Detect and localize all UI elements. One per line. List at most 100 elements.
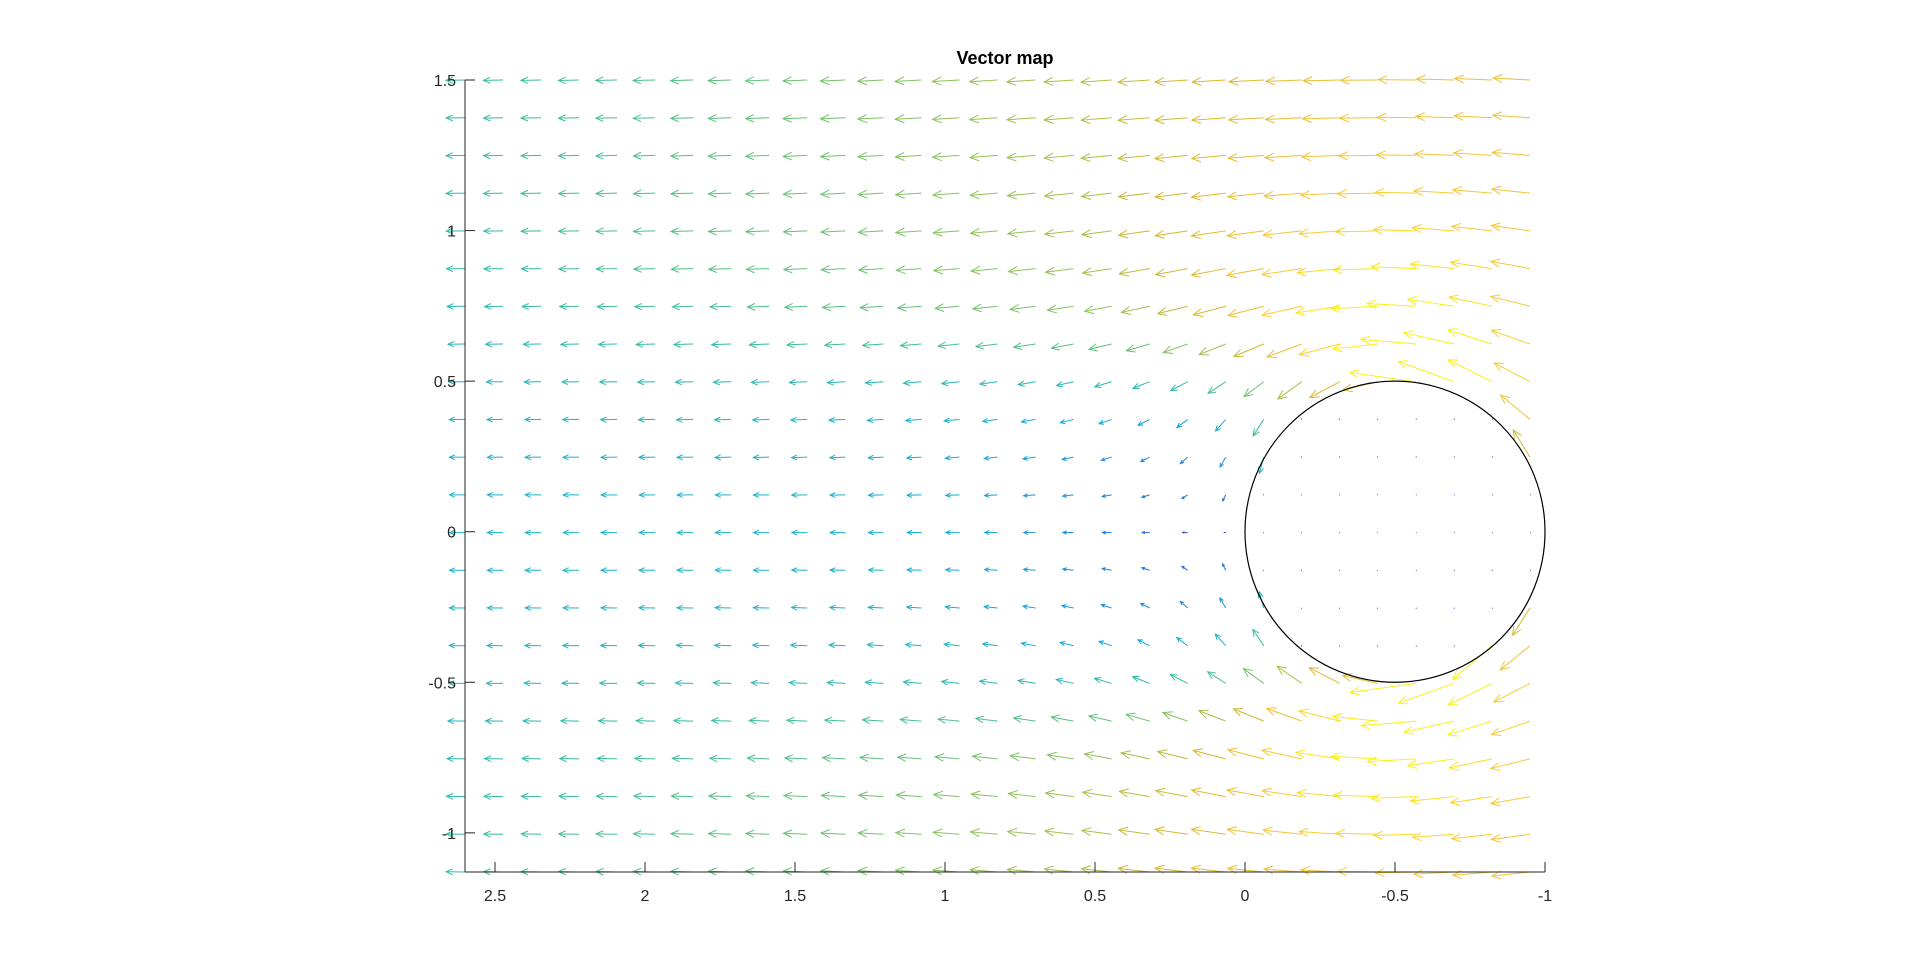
field-arrow [484,717,504,725]
field-arrow [707,151,732,161]
field-arrow [789,416,808,423]
field-arrow [1329,303,1378,313]
field-arrow [669,227,694,236]
field-arrow [482,830,504,838]
field-arrow [969,265,998,275]
field-arrow [828,454,846,461]
field-arrow [1156,749,1188,760]
x-tick-label: 0 [1241,888,1250,905]
field-arrow [1226,305,1264,318]
field-arrow [1415,74,1454,84]
field-arrow [857,828,884,838]
field-arrow [931,828,960,838]
field-arrow [483,303,504,310]
field-arrow [1206,381,1226,395]
field-arrow [1022,530,1036,535]
y-tick-label: 1 [447,224,456,241]
field-arrow [1232,343,1264,358]
field-arrow [1043,228,1074,238]
field-arrow [713,416,732,423]
field-arrow [861,716,884,724]
x-tick-label: 2 [641,888,650,905]
field-arrow [858,753,884,763]
field-arrow [1100,603,1112,609]
field-arrow [1446,328,1493,345]
field-arrow [819,227,846,236]
field-arrow [1369,262,1416,272]
field-arrow [599,491,618,498]
field-arrow [675,529,694,536]
field-arrow [1512,428,1531,458]
field-arrow [1060,604,1074,609]
field-arrow [819,114,846,123]
field-arrow [1118,267,1150,277]
field-arrow [828,492,846,498]
field-arrow [557,830,580,838]
field-arrow [486,567,504,574]
field-arrow [1406,296,1455,307]
field-arrow [752,454,770,461]
field-arrow [1452,111,1492,121]
field-arrow [1261,229,1302,239]
field-arrow [1100,567,1112,572]
field-arrow [905,529,922,536]
field-arrow [1376,418,1379,420]
field-arrow [866,642,884,649]
field-arrow [632,114,656,123]
field-arrow [1020,641,1036,647]
field-arrow [519,189,542,197]
field-arrow [931,76,960,86]
field-arrow [783,302,808,311]
field-arrow [867,567,884,573]
field-arrow [1153,826,1188,836]
field-arrow [1117,191,1150,201]
field-arrow [819,189,846,199]
field-arrow [1301,114,1340,124]
field-arrow [1349,682,1416,696]
field-arrow [1058,640,1074,647]
field-arrow [595,754,618,763]
field-arrow [1276,665,1303,684]
y-tick-label: 0 [447,525,456,542]
field-arrow [599,604,618,611]
field-arrow [978,380,998,387]
field-arrow [894,227,922,237]
field-arrow [713,454,732,461]
field-arrow [448,491,466,498]
field-arrow [1190,153,1226,163]
field-arrow [1079,77,1112,87]
field-arrow [905,604,922,611]
field-arrow [1448,294,1493,307]
field-arrow [444,114,466,122]
field-arrow [820,791,846,801]
field-arrow [826,379,846,386]
field-arrow [905,454,922,461]
field-arrow [1081,789,1112,798]
field-arrow [1225,268,1264,279]
field-arrow [1339,75,1378,85]
field-arrow [828,529,846,536]
field-arrow [1446,720,1493,737]
field-arrow [482,265,504,273]
field-arrow [782,189,808,199]
field-arrow [744,76,770,85]
field-arrow [1016,380,1036,387]
field-arrow [486,529,504,536]
field-arrow [942,641,960,648]
field-arrow [561,642,580,649]
field-arrow [670,792,694,801]
field-arrow [1083,751,1112,760]
field-arrow [634,717,656,725]
field-arrow [446,341,466,348]
field-arrow [1260,787,1302,798]
field-arrow [637,529,656,536]
field-arrow [1153,229,1188,239]
field-arrow [1061,493,1074,498]
field-arrow [1060,456,1074,461]
field-arrow [1374,187,1416,197]
field-arrow [1300,645,1303,647]
field-arrow [1337,151,1378,161]
field-arrow [1490,720,1531,736]
field-arrow [1449,259,1493,270]
field-arrow [485,642,504,649]
